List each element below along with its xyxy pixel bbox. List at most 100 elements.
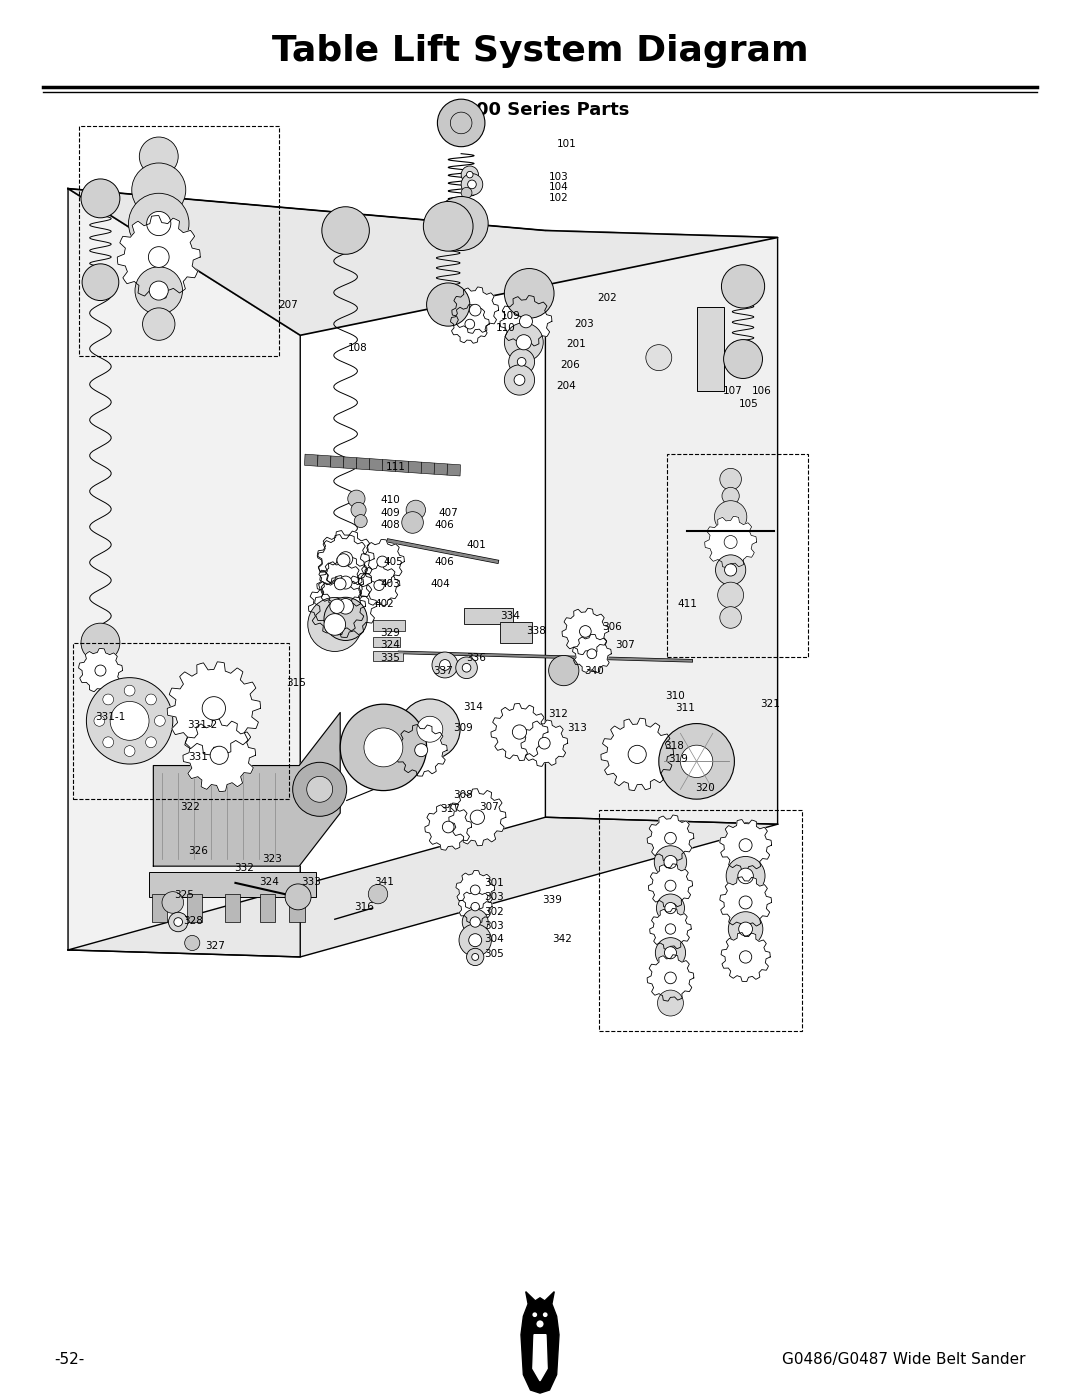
Polygon shape bbox=[562, 608, 609, 655]
Text: 333: 333 bbox=[301, 876, 321, 887]
Polygon shape bbox=[647, 814, 693, 862]
Bar bbox=[373, 637, 400, 647]
Ellipse shape bbox=[657, 894, 685, 922]
Text: 306: 306 bbox=[603, 622, 622, 633]
Ellipse shape bbox=[516, 335, 531, 349]
Text: 316: 316 bbox=[354, 901, 374, 912]
Ellipse shape bbox=[95, 665, 106, 676]
Text: 302: 302 bbox=[484, 907, 503, 918]
Ellipse shape bbox=[664, 855, 677, 869]
Ellipse shape bbox=[81, 179, 120, 218]
Text: 314: 314 bbox=[463, 701, 483, 712]
Ellipse shape bbox=[339, 576, 352, 590]
Text: 109: 109 bbox=[501, 310, 521, 321]
Text: 313: 313 bbox=[567, 722, 586, 733]
Bar bbox=[373, 620, 405, 631]
Text: 111: 111 bbox=[386, 461, 405, 472]
Ellipse shape bbox=[434, 197, 488, 250]
Text: 317: 317 bbox=[441, 803, 460, 814]
Bar bbox=[464, 608, 513, 624]
Text: 402: 402 bbox=[375, 598, 394, 609]
Text: 326: 326 bbox=[188, 845, 207, 856]
Ellipse shape bbox=[659, 724, 734, 799]
Text: 340: 340 bbox=[584, 665, 604, 676]
Ellipse shape bbox=[532, 1312, 537, 1317]
Ellipse shape bbox=[132, 163, 186, 217]
Ellipse shape bbox=[124, 746, 135, 757]
Ellipse shape bbox=[354, 514, 367, 528]
Ellipse shape bbox=[406, 500, 426, 520]
Ellipse shape bbox=[680, 745, 713, 778]
Text: 408: 408 bbox=[380, 520, 400, 531]
Ellipse shape bbox=[423, 201, 473, 251]
Polygon shape bbox=[68, 189, 300, 957]
Text: 331: 331 bbox=[188, 752, 207, 763]
Ellipse shape bbox=[724, 339, 762, 379]
Ellipse shape bbox=[462, 909, 488, 935]
Ellipse shape bbox=[437, 99, 485, 147]
Text: 312: 312 bbox=[549, 708, 568, 719]
Text: 409: 409 bbox=[380, 507, 400, 518]
Text: 110: 110 bbox=[496, 323, 515, 334]
Ellipse shape bbox=[162, 891, 184, 914]
Ellipse shape bbox=[519, 314, 532, 328]
Ellipse shape bbox=[450, 112, 472, 134]
Ellipse shape bbox=[351, 503, 366, 517]
Polygon shape bbox=[318, 531, 374, 587]
Ellipse shape bbox=[549, 655, 579, 686]
Ellipse shape bbox=[103, 736, 113, 747]
Text: 301: 301 bbox=[484, 877, 503, 888]
Ellipse shape bbox=[324, 613, 346, 636]
Ellipse shape bbox=[720, 606, 741, 629]
Ellipse shape bbox=[468, 180, 476, 189]
Bar bbox=[373, 651, 403, 661]
Ellipse shape bbox=[174, 918, 183, 926]
Ellipse shape bbox=[340, 704, 427, 791]
Ellipse shape bbox=[348, 490, 365, 507]
Polygon shape bbox=[459, 890, 492, 923]
Text: 310: 310 bbox=[665, 690, 685, 701]
Text: 321: 321 bbox=[760, 698, 780, 710]
Text: 206: 206 bbox=[561, 359, 580, 370]
Ellipse shape bbox=[664, 833, 676, 844]
Polygon shape bbox=[79, 648, 122, 693]
Polygon shape bbox=[361, 539, 404, 584]
Text: 411: 411 bbox=[677, 598, 697, 609]
Ellipse shape bbox=[329, 599, 345, 613]
Text: 325: 325 bbox=[174, 890, 193, 901]
Ellipse shape bbox=[664, 947, 676, 958]
Ellipse shape bbox=[629, 746, 646, 763]
Ellipse shape bbox=[740, 951, 752, 963]
Text: 204: 204 bbox=[556, 380, 576, 391]
Polygon shape bbox=[167, 662, 260, 754]
Text: 332: 332 bbox=[234, 862, 254, 873]
Ellipse shape bbox=[143, 307, 175, 341]
Ellipse shape bbox=[537, 1320, 543, 1327]
Bar bbox=[447, 464, 460, 476]
Ellipse shape bbox=[139, 137, 178, 176]
Ellipse shape bbox=[512, 725, 527, 739]
Ellipse shape bbox=[665, 902, 676, 914]
Text: -52-: -52- bbox=[54, 1352, 84, 1366]
Text: 2000 Series Parts: 2000 Series Parts bbox=[450, 102, 630, 119]
Ellipse shape bbox=[720, 468, 741, 490]
Ellipse shape bbox=[470, 810, 485, 824]
Ellipse shape bbox=[504, 323, 543, 362]
Ellipse shape bbox=[717, 583, 744, 608]
Text: 403: 403 bbox=[380, 578, 400, 590]
Bar bbox=[79, 126, 279, 356]
Ellipse shape bbox=[443, 821, 454, 833]
Bar bbox=[382, 460, 395, 472]
Ellipse shape bbox=[461, 166, 478, 183]
Polygon shape bbox=[183, 719, 256, 792]
Polygon shape bbox=[449, 789, 505, 845]
Text: 308: 308 bbox=[454, 789, 473, 800]
Ellipse shape bbox=[665, 880, 676, 891]
Ellipse shape bbox=[338, 552, 353, 566]
Polygon shape bbox=[450, 305, 489, 344]
Ellipse shape bbox=[86, 678, 173, 764]
Bar bbox=[260, 894, 275, 922]
Bar bbox=[73, 643, 289, 799]
Text: 101: 101 bbox=[557, 138, 577, 149]
Ellipse shape bbox=[728, 912, 762, 946]
